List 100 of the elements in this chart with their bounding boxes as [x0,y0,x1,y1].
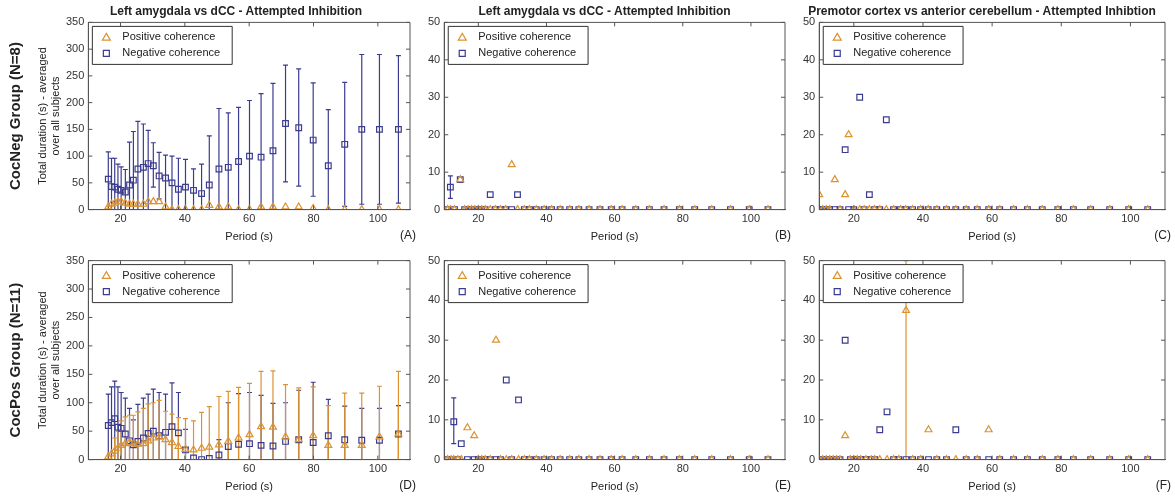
point [121,188,129,196]
chart-title: Premotor cortex vs anterior cerebellum - Attempted Inhibtion [808,3,1156,18]
x-tick-label: 100 [368,212,388,225]
x-axis-title: Period (s) [590,480,639,493]
point [246,152,253,160]
point [235,158,242,165]
y-tick-label: 40 [427,293,441,306]
point [841,336,849,344]
x-tick-label: 40 [916,212,930,225]
text: (B) [775,227,791,242]
x-tick-label: 40 [178,212,191,225]
y-tick-label: 0 [809,452,816,465]
y-tick-label: 0 [434,452,441,465]
point [856,93,864,101]
point [133,199,142,207]
point [268,202,278,210]
y-tick-label: 40 [802,293,816,306]
point [257,153,265,161]
point [190,186,197,194]
point [162,174,169,182]
legend-label: Negative coherence [853,46,952,59]
point [155,196,164,205]
point [309,203,318,210]
x-tick-label: 100 [1121,462,1140,475]
y-tick-label: 100 [65,149,85,162]
point [282,120,289,127]
y-tick-label: 50 [802,253,816,266]
point [844,130,853,138]
point [952,426,960,434]
point [901,305,911,313]
y-tick-label: 10 [802,165,816,178]
x-tick-label: 20 [114,212,127,225]
y-tick-label: 0 [809,202,816,215]
point [104,202,113,210]
point [129,176,137,184]
x-tick-label: 100 [368,462,388,475]
text: (E) [775,477,791,492]
point [841,190,850,198]
x-tick-label: 100 [741,462,761,475]
point [182,183,189,191]
y-tick-label: 40 [427,52,441,65]
text: CocNeg Group (N=8) [6,42,24,190]
point [294,202,303,210]
point [205,181,213,189]
text: (C) [1154,227,1171,242]
point [126,181,133,189]
point [155,172,163,180]
x-axis-title: Period (s) [590,230,639,243]
x-axis-title: Period (s) [968,480,1016,493]
x-tick-label: 80 [1055,212,1068,225]
chart-title: Left amygdala vs dCC - Attempted Inhibition [478,3,731,18]
y-tick-label: 10 [802,412,816,425]
point [281,202,290,210]
x-tick-label: 60 [985,462,999,475]
legend-label: Negative coherence [478,284,577,297]
y-tick-label: 10 [427,412,441,425]
point [358,125,366,133]
x-tick-label: 80 [307,462,320,475]
legend-label: Negative coherence [122,46,221,59]
point [149,162,157,170]
legend-label: Negative coherence [853,284,952,297]
x-tick-label: 20 [847,212,860,225]
x-axis-title: Period (s) [225,480,274,493]
x-tick-label: 60 [243,212,256,225]
point [269,147,277,155]
point [341,140,349,148]
point [149,196,158,205]
y-tick-label: 30 [427,90,441,103]
legend-label: Positive coherence [478,268,572,281]
y-tick-label: 50 [427,253,441,266]
point [113,196,123,205]
y-tick-label: 20 [427,127,441,140]
point [174,185,182,193]
text: (F) [1155,477,1171,492]
y-tick-label: 20 [802,127,816,140]
legend-label: Positive coherence [853,30,947,43]
point [110,198,119,206]
point [214,202,224,210]
x-tick-label: 40 [178,462,191,475]
point [376,125,383,133]
point [215,165,223,173]
point [117,186,125,194]
text: (A) [400,227,416,242]
point [984,425,993,433]
point [144,196,153,205]
y-tick-label: 10 [427,165,441,178]
y-tick-label: 350 [65,253,85,266]
y-tick-label: 300 [65,42,85,55]
point [224,202,233,210]
point [121,198,130,206]
y-tick-label: 50 [72,424,85,437]
point [295,124,303,132]
point [309,136,317,144]
y-tick-label: 100 [65,395,85,408]
point [139,199,148,207]
legend-label: Negative coherence [122,284,221,297]
y-tick-label: 0 [78,202,85,215]
y-tick-label: 50 [72,175,85,188]
x-tick-label: 80 [307,212,320,225]
legend-label: Positive coherence [853,268,947,281]
